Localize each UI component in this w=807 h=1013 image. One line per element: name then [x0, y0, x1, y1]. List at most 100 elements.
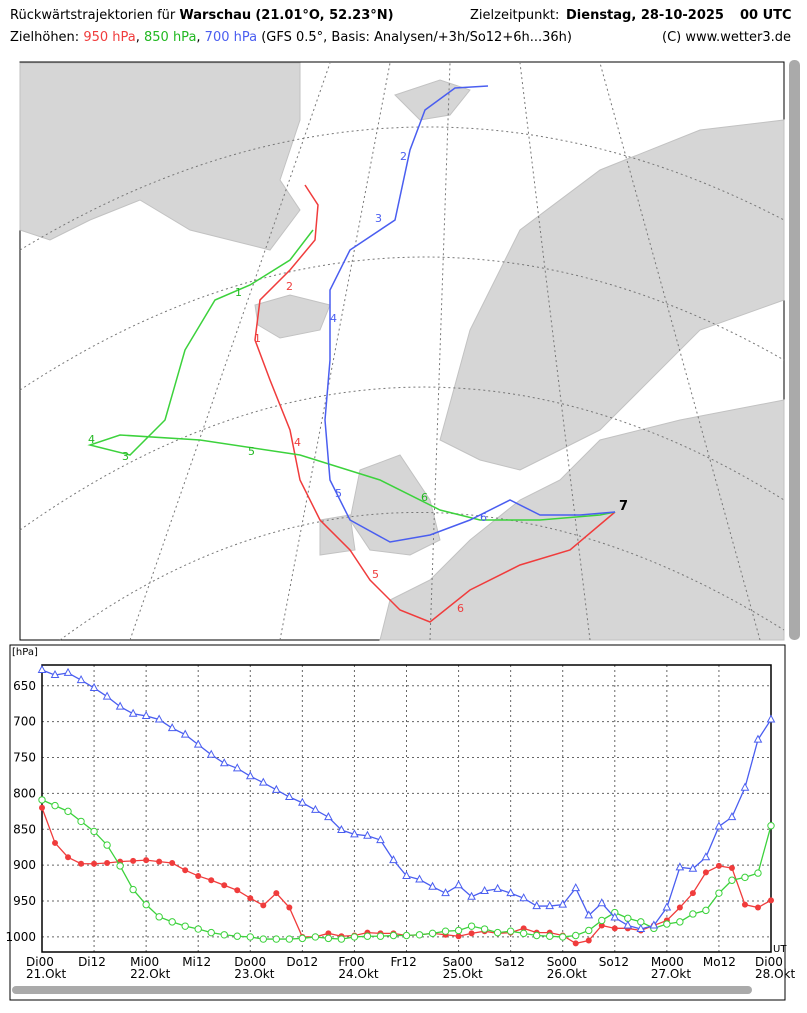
point: [480, 925, 489, 933]
point: [702, 869, 709, 876]
point: [688, 863, 698, 872]
x-tick-label: Sa00: [443, 955, 473, 969]
ireland: [319, 514, 356, 556]
map-label: 7: [619, 499, 628, 514]
date-label: 21.Okt: [26, 967, 66, 981]
scrollbar: [12, 986, 752, 994]
point: [611, 925, 618, 932]
point: [78, 860, 85, 867]
trajectory: [324, 85, 616, 543]
point: [207, 928, 215, 937]
x-tick-label: So12: [599, 955, 629, 969]
greenland: [19, 62, 301, 251]
point: [298, 934, 307, 943]
point: [206, 749, 216, 758]
title: Rückwärtstrajektorien für: [10, 8, 176, 23]
point: [180, 729, 190, 738]
point: [741, 873, 749, 882]
point: [115, 701, 125, 710]
target: Dienstag, 28-10-2025: [566, 8, 724, 23]
point: [675, 862, 685, 871]
x-tick-label: So00: [547, 955, 577, 969]
x-tick-label: Di00: [755, 955, 783, 969]
x-tick-label: Sa12: [495, 955, 525, 969]
x-tick-label: Di12: [78, 955, 106, 969]
x-tick-label: Fr00: [338, 955, 364, 969]
point: [727, 812, 737, 821]
point: [168, 918, 176, 926]
point: [220, 931, 228, 939]
point: [37, 664, 47, 674]
point: [154, 714, 164, 723]
point: [753, 734, 763, 743]
x-tick-label: Fr12: [391, 955, 417, 969]
y-tick-label: 700: [13, 715, 36, 729]
header-line-1: Rückwärtstrajektorien für Warschau (21.0…: [10, 8, 792, 23]
point: [337, 824, 346, 834]
y-tick-label: 900: [13, 858, 36, 872]
point: [598, 922, 605, 929]
point: [545, 901, 555, 910]
point: [285, 791, 294, 801]
point: [102, 691, 112, 700]
point: [259, 935, 268, 943]
point: [39, 804, 45, 811]
point: [38, 796, 46, 804]
map-label: 2: [400, 150, 407, 163]
point: [389, 931, 398, 940]
coords: (21.01°O, 52.23°N): [255, 8, 394, 23]
point: [104, 860, 111, 867]
point: [415, 874, 424, 883]
continent: [379, 399, 785, 641]
point: [194, 925, 202, 933]
point: [246, 933, 254, 941]
point: [208, 877, 215, 884]
point: [376, 835, 385, 844]
point: [89, 682, 99, 691]
point: [480, 885, 489, 895]
map-label: 5: [248, 445, 255, 458]
point: [519, 893, 528, 902]
point: [130, 857, 137, 864]
point: [467, 891, 476, 900]
chart-panel: [9, 644, 786, 1001]
point: [454, 880, 463, 889]
point: [169, 860, 176, 867]
point: [701, 852, 711, 861]
point: [260, 902, 267, 909]
point: [402, 870, 411, 879]
point: [585, 926, 593, 935]
point: [324, 934, 333, 943]
point: [156, 858, 163, 865]
point: [598, 916, 606, 925]
point: [636, 923, 646, 933]
point: [116, 862, 124, 870]
point: [181, 922, 189, 930]
scandinavia: [439, 119, 785, 471]
date-label: 27.Okt: [651, 967, 691, 981]
date-label: 25.Okt: [443, 967, 483, 981]
map-label: 6: [457, 602, 464, 615]
point: [77, 817, 85, 826]
date-label: 22.Okt: [130, 967, 170, 981]
map-label: 1: [235, 286, 242, 299]
point: [325, 930, 332, 937]
point: [585, 937, 592, 944]
point: [234, 887, 241, 894]
point: [702, 906, 710, 915]
target-label: Zielzeitpunkt:: [470, 8, 560, 23]
point: [740, 782, 750, 791]
point: [363, 932, 372, 940]
point: [623, 920, 633, 929]
y-tick-label: 650: [13, 679, 36, 693]
x-tick-label: Mo12: [703, 955, 736, 969]
point: [350, 829, 359, 838]
levels-label: Zielhöhen:: [10, 30, 80, 45]
point: [311, 933, 320, 941]
point: [572, 940, 579, 947]
point: [64, 807, 72, 816]
point: [233, 932, 241, 940]
point: [273, 890, 280, 897]
